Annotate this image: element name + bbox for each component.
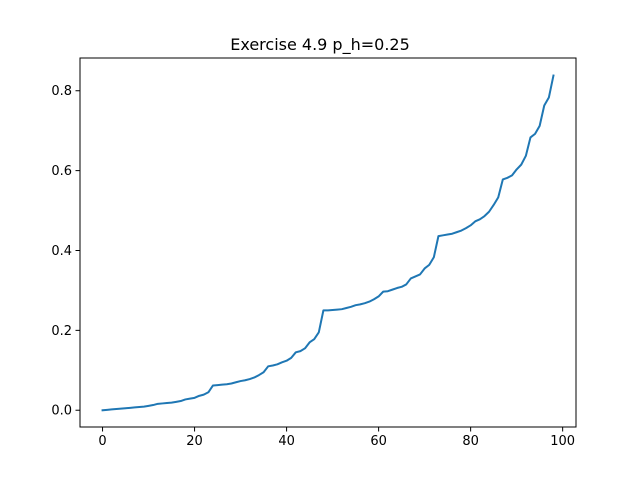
axes-layer: 0 20 40 60 80 100 0.0 0.2 0.4 0.6 0.8 [51,57,577,449]
x-tick-label: 100 [550,434,575,449]
y-tick-label: 0.0 [51,404,72,419]
y-tick-label: 0.2 [51,324,72,339]
x-tick-label: 20 [186,434,203,449]
x-tick-label: 60 [370,434,387,449]
axes-frame [79,57,577,428]
data-layer [101,74,555,412]
x-tick-label: 40 [278,434,295,449]
y-tick-label: 0.6 [51,164,72,179]
series-line-1 [101,74,555,412]
x-tick-label: 0 [98,434,106,449]
y-tick-label: 0.4 [51,244,72,259]
y-tick-label: 0.8 [51,84,72,99]
chart-title: Exercise 4.9 p_h=0.25 [230,35,410,55]
x-tick-label: 80 [462,434,479,449]
